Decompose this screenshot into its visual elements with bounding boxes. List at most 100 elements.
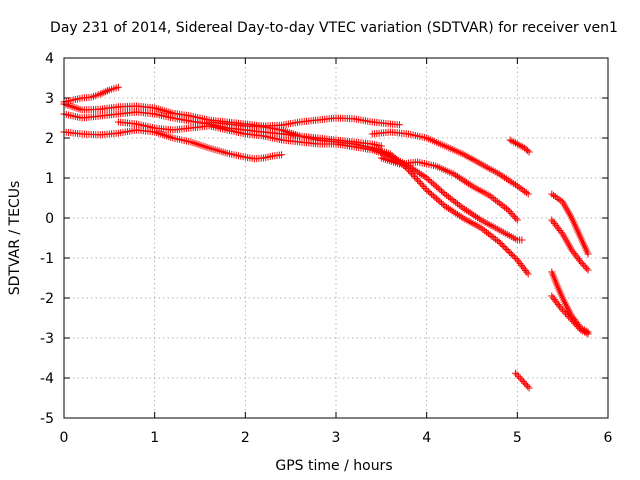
data-point [515,373,523,381]
data-point [417,170,425,178]
data-point [418,181,426,189]
data-point [426,177,434,185]
y-tick-label: 1 [45,171,54,187]
data-point [504,176,512,184]
data-point [502,205,510,213]
data-point [426,189,434,197]
series-arc-6 [205,118,532,278]
data-point [484,230,492,238]
data-point [377,142,385,150]
data-point [518,236,526,244]
data-point [565,313,573,321]
data-point [405,166,413,174]
data-point [448,207,456,215]
data-point [100,88,108,96]
data-point [455,212,463,220]
data-point [441,202,449,210]
data-point [475,215,483,223]
data-point [444,193,452,201]
data-point [448,196,456,204]
data-point [455,201,463,209]
data-point [466,209,474,217]
data-point [524,270,532,278]
y-tick-label: -5 [40,411,54,427]
data-point [501,244,509,252]
data-point [499,202,507,210]
data-point [512,214,520,222]
data-point [443,191,451,199]
data-point [412,174,420,182]
data-point [424,187,432,195]
data-point [457,213,465,221]
y-tick-label: -4 [40,371,54,387]
data-point [498,241,506,249]
data-point [278,151,286,159]
data-point [571,319,579,327]
data-point [510,253,518,261]
data-point [415,178,423,186]
data-point [459,204,467,212]
data-point [568,316,576,324]
data-point [455,174,463,182]
y-tick-label: -1 [40,251,54,267]
data-point [509,211,517,219]
data-point [515,141,523,149]
data-point [580,328,588,336]
data-point [436,186,444,194]
data-point [98,89,106,97]
data-point [550,191,558,199]
data-point [497,200,505,208]
data-point [584,330,592,338]
data-point [446,194,454,202]
data-point [499,172,507,180]
data-point [558,306,566,314]
data-point [551,193,559,201]
series-arc-9 [506,136,533,156]
data-point [461,205,469,213]
data-point [512,255,520,262]
data-point [420,183,428,191]
axis-ticks: 0 1 2 3 4 5 6 -5 -4 -3 -2 -1 0 1 2 3 4 [40,51,613,446]
y-tick-label: 4 [45,51,54,67]
data-point [523,268,531,276]
chart-title: Day 231 of 2014, Sidereal Day-to-day VTE… [50,20,618,36]
data-point [510,138,518,146]
data-point [483,228,491,236]
data-point [524,190,532,198]
data-point [501,203,509,211]
data-point [504,206,512,214]
data-point [584,266,592,274]
data-point [518,376,526,384]
data-point [96,90,104,98]
data-point [414,176,422,184]
series-arc-8 [368,128,532,198]
data-point [433,195,441,203]
data-point [583,264,591,272]
series-arc-11 [548,216,592,274]
data-point [464,180,472,188]
data-point [497,171,505,179]
data-point [386,150,394,158]
data-point [495,199,503,207]
data-point [579,327,587,335]
data-point [557,228,565,236]
data-point [492,235,500,243]
data-point [557,197,565,205]
data-point [512,369,520,377]
data-point [450,208,458,216]
data-point [506,208,514,216]
data-point [513,140,521,148]
data-point [509,252,517,259]
data-point [569,318,577,326]
data-point [516,374,524,382]
x-tick-label: 2 [241,430,250,446]
data-point [401,163,409,171]
data-point [522,381,530,389]
data-point [492,196,500,204]
data-point [104,87,112,95]
data-point [441,190,449,198]
data-point [438,187,446,195]
data-point [560,307,568,315]
data-point [415,169,423,177]
